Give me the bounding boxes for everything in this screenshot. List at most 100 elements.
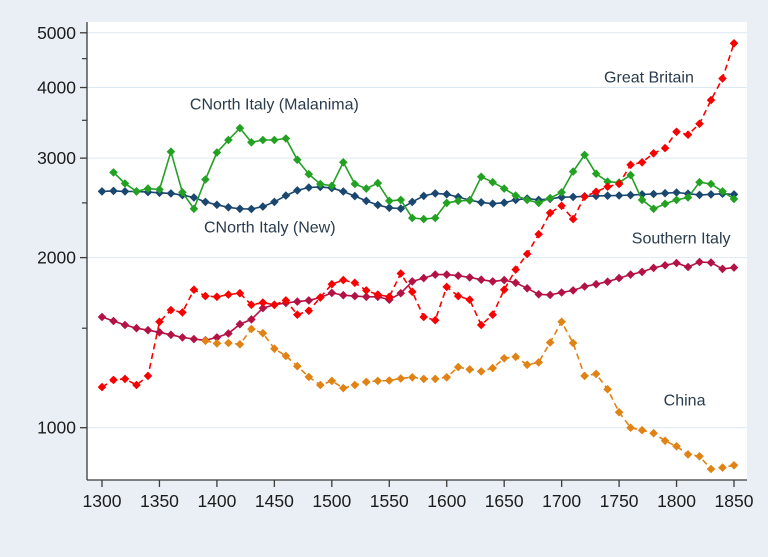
data-point — [499, 285, 509, 294]
data-point — [718, 187, 727, 196]
data-point — [155, 317, 164, 327]
data-point — [224, 203, 233, 212]
data-point — [201, 291, 210, 301]
data-point — [408, 287, 417, 297]
data-point — [442, 373, 451, 382]
data-point — [603, 182, 612, 191]
data-point — [453, 196, 463, 206]
data-point — [201, 336, 210, 346]
data-point — [442, 270, 451, 279]
data-point — [637, 195, 647, 205]
data-point — [649, 428, 658, 438]
data-point — [729, 194, 739, 204]
data-point — [396, 374, 406, 383]
data-point — [178, 188, 187, 197]
data-point — [557, 288, 566, 297]
data-point — [350, 380, 360, 390]
data-point — [396, 204, 406, 213]
data-point — [247, 204, 256, 214]
data-point — [339, 275, 348, 285]
data-point — [155, 185, 164, 194]
data-point — [281, 351, 291, 361]
data-point — [97, 187, 107, 196]
data-point — [465, 295, 474, 304]
data-point — [591, 169, 601, 178]
series-cnorth-italy-malanima — [109, 123, 739, 224]
data-point — [557, 188, 566, 197]
data-point — [718, 463, 727, 472]
data-point — [453, 271, 463, 280]
data-point — [453, 362, 463, 372]
data-point — [350, 291, 360, 301]
data-point — [270, 300, 279, 310]
data-point — [396, 195, 406, 205]
data-point — [224, 338, 233, 348]
data-point — [178, 333, 187, 342]
data-point — [626, 170, 635, 180]
data-point — [339, 290, 348, 300]
data-point — [143, 184, 153, 193]
data-point — [488, 310, 497, 319]
data-point — [488, 177, 497, 187]
data-point — [212, 200, 222, 210]
data-point — [189, 193, 199, 202]
x-tick-label-1800: 1800 — [657, 491, 696, 511]
data-point — [683, 193, 693, 202]
data-point — [488, 277, 497, 286]
series-label-china: China — [664, 392, 706, 409]
data-point — [350, 179, 360, 189]
data-point — [327, 181, 337, 191]
data-point — [603, 177, 612, 186]
data-point — [729, 39, 739, 48]
data-point — [649, 149, 658, 158]
x-tick-label-1750: 1750 — [600, 491, 639, 511]
data-point — [499, 354, 509, 363]
data-point — [476, 367, 486, 376]
data-point — [419, 312, 428, 322]
data-point — [327, 376, 337, 386]
data-point — [660, 261, 670, 270]
data-point — [718, 264, 727, 274]
data-point — [649, 204, 658, 214]
data-point — [580, 150, 589, 160]
series-markers-great-britain — [97, 39, 739, 392]
data-point — [212, 339, 222, 348]
data-point — [660, 199, 670, 209]
data-point — [304, 306, 314, 316]
data-point — [235, 340, 245, 349]
data-point — [339, 383, 348, 393]
data-point — [511, 352, 520, 362]
data-point — [281, 191, 291, 200]
data-point — [373, 290, 383, 299]
data-point — [683, 450, 693, 459]
data-point — [270, 197, 279, 207]
data-point — [166, 147, 176, 156]
y-tick-label-1000: 1000 — [37, 418, 76, 438]
data-point — [729, 263, 739, 272]
data-point — [695, 190, 704, 200]
x-tick-label-1300: 1300 — [83, 491, 122, 511]
data-point — [534, 290, 543, 299]
data-point — [373, 178, 383, 188]
data-point — [293, 361, 302, 371]
data-point — [695, 177, 704, 187]
data-point — [166, 189, 176, 198]
data-point — [557, 192, 566, 202]
series-markers-china — [201, 317, 739, 474]
data-point — [465, 273, 474, 282]
data-point — [545, 290, 555, 300]
data-point — [316, 179, 325, 189]
data-point — [132, 323, 141, 333]
data-point — [580, 371, 589, 381]
data-point — [453, 291, 463, 301]
data-point — [419, 214, 428, 224]
data-point — [683, 130, 693, 139]
data-point — [683, 262, 693, 272]
data-point — [695, 452, 704, 461]
data-point — [224, 329, 233, 338]
data-point — [350, 278, 360, 288]
data-point — [499, 275, 509, 285]
data-point — [476, 172, 486, 182]
data-point — [120, 187, 130, 196]
